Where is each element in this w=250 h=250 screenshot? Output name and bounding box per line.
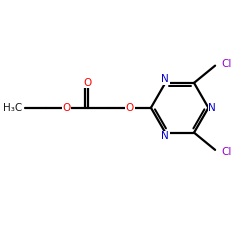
Text: O: O [84,78,92,88]
Text: O: O [62,103,71,113]
Text: Cl: Cl [222,147,232,157]
Text: Cl: Cl [222,59,232,69]
Text: N: N [208,103,216,113]
Text: O: O [126,103,134,113]
Text: N: N [162,74,169,84]
Text: N: N [162,132,169,141]
Text: H₃C: H₃C [4,103,23,113]
